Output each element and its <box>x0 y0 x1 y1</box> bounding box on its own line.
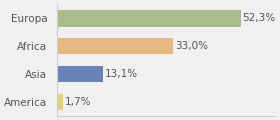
Text: 33,0%: 33,0% <box>175 41 208 51</box>
Text: 1,7%: 1,7% <box>65 97 91 107</box>
Bar <box>57 93 63 110</box>
Bar <box>57 10 241 27</box>
Bar <box>57 66 103 82</box>
Bar <box>57 38 173 54</box>
Text: 13,1%: 13,1% <box>105 69 138 79</box>
Text: 52,3%: 52,3% <box>242 13 276 23</box>
